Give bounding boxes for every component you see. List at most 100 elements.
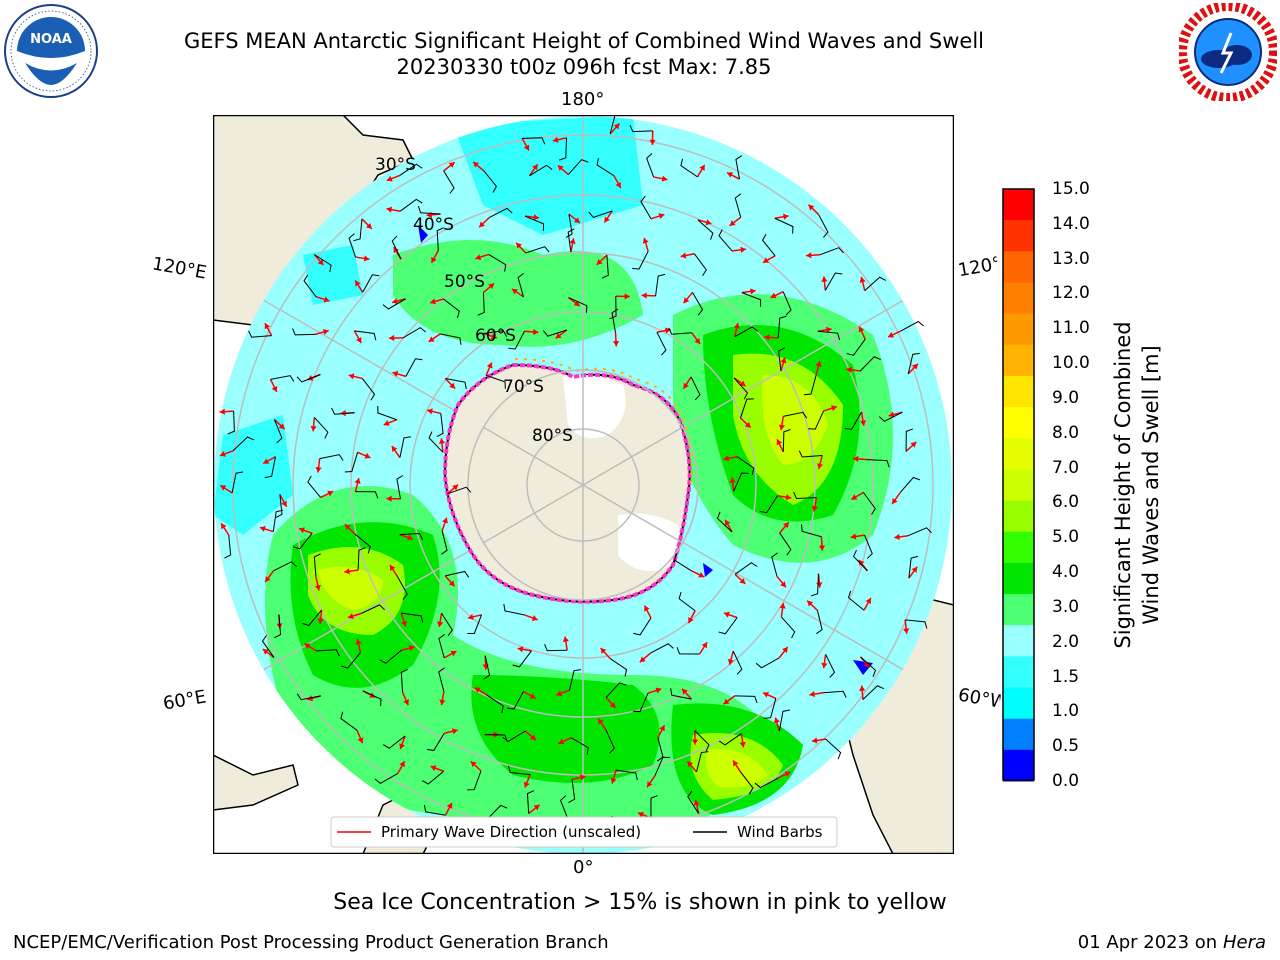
wind-barb	[860, 656, 877, 677]
wave-arrow-head	[363, 255, 370, 262]
colorbar-tick-label: 15.0	[1052, 179, 1090, 199]
wind-barb	[633, 692, 649, 713]
wave-arrow-head	[815, 361, 822, 367]
wave-arrow-head	[739, 578, 746, 584]
map-legend: Primary Wave Direction (unscaled) Wind B…	[330, 816, 838, 848]
colorbar-segment	[1003, 500, 1034, 533]
wave-arrow-head	[310, 425, 317, 432]
wind-barb	[824, 272, 843, 291]
wind-barb	[569, 669, 582, 691]
wind-barb	[340, 711, 358, 731]
wind-barb	[560, 795, 569, 820]
lat-label-60: 60°S	[475, 326, 516, 346]
wind-barb	[232, 436, 255, 452]
wave-arrow-head	[552, 136, 559, 143]
wave-arrow-head	[523, 781, 530, 788]
wave-arrow-head	[355, 638, 362, 645]
wind-barb	[782, 291, 792, 316]
wind-barb	[734, 326, 758, 338]
wind-barb	[354, 330, 377, 341]
wave-arrow-head	[701, 642, 708, 649]
wind-barb	[443, 170, 455, 194]
wave-arrow-head	[479, 221, 486, 228]
wave-arrow-head	[219, 450, 226, 457]
colorbar-tick-label: 9.0	[1052, 387, 1080, 408]
wave-arrow-head	[263, 458, 270, 464]
wave-arrow-head	[430, 298, 436, 305]
wave-arrow-head	[811, 737, 818, 744]
footer-credit: NCEP/EMC/Verification Post Processing Pr…	[13, 932, 609, 953]
wave-arrow-head	[739, 380, 746, 386]
wave-arrow-head	[910, 441, 917, 448]
wave-arrow-head	[705, 219, 712, 226]
wave-arrow-head	[850, 533, 857, 540]
wind-barb	[687, 790, 700, 814]
wave-arrow-head	[322, 328, 329, 335]
wave-arrow-head	[687, 761, 694, 768]
wind-barb	[344, 452, 359, 473]
wave-arrow-head	[516, 242, 522, 249]
wave-arrow-head	[806, 252, 812, 259]
wave-arrow-head	[727, 172, 734, 178]
wave-arrow-head	[557, 165, 564, 172]
wave-arrow-head	[773, 717, 780, 724]
wind-barb	[264, 456, 276, 479]
wind-barb	[737, 456, 755, 475]
wave-arrow-head	[859, 685, 866, 691]
wind-barb	[362, 274, 380, 293]
wind-barb	[763, 698, 777, 719]
wave-arrow-head	[399, 743, 405, 750]
wave-arrow-head	[449, 382, 456, 389]
wave-arrow-head	[488, 283, 495, 290]
wave-arrow-head	[348, 373, 355, 380]
footer-date-text: 01 Apr 2023 on	[1077, 932, 1223, 953]
wind-barb	[529, 164, 553, 177]
wave-arrow-head	[740, 246, 746, 253]
wind-barb	[900, 320, 924, 332]
wind-barb	[544, 644, 568, 652]
wind-barb	[399, 532, 424, 541]
wind-barb	[778, 347, 786, 372]
wave-arrow-head	[262, 649, 269, 655]
wave-arrow-head	[448, 162, 455, 168]
wave-arrow-head	[317, 618, 324, 624]
wind-barb	[485, 374, 506, 389]
wind-barb	[804, 374, 817, 396]
wind-barb	[361, 604, 385, 614]
wave-arrow-head	[655, 687, 662, 694]
wind-barb	[445, 378, 467, 390]
wind-barb	[718, 617, 738, 635]
wind-barb	[798, 450, 823, 458]
wave-arrow-head	[383, 420, 390, 426]
colorbar-tick-label: 7.0	[1052, 457, 1080, 478]
wind-barb	[754, 777, 779, 789]
wind-barb	[436, 227, 444, 251]
wind-barb	[272, 509, 284, 532]
lon-label-60w: 60°W	[956, 684, 1002, 713]
wave-arrow-head	[448, 580, 455, 587]
wind-barb	[438, 667, 445, 692]
wave-arrow-head	[392, 370, 399, 377]
wind-barb	[524, 215, 545, 231]
wave-arrow-head	[725, 519, 731, 526]
wave-arrow-head	[894, 533, 900, 541]
wind-barb	[426, 733, 445, 752]
wind-barb	[391, 235, 402, 260]
wind-barb	[443, 298, 460, 319]
wave-arrow-head	[344, 568, 350, 575]
wind-barb	[275, 494, 283, 519]
wave-arrow-head	[762, 257, 769, 263]
wind-barb	[783, 411, 808, 419]
wave-arrow-head	[389, 334, 395, 342]
lon-label-120e: 120°E	[150, 253, 209, 284]
wave-arrow-head	[723, 698, 730, 705]
wind-barb	[357, 547, 366, 571]
wave-arrow-head	[558, 738, 565, 745]
colorbar-segment	[1003, 656, 1034, 689]
colorbar-tick-label: 1.5	[1052, 666, 1080, 687]
ross-ice-shelf	[563, 374, 626, 439]
wind-barb	[506, 691, 524, 710]
wave-arrow-head	[281, 500, 287, 507]
wave-arrow-head	[451, 728, 458, 735]
wave-arrow-head	[529, 734, 536, 741]
